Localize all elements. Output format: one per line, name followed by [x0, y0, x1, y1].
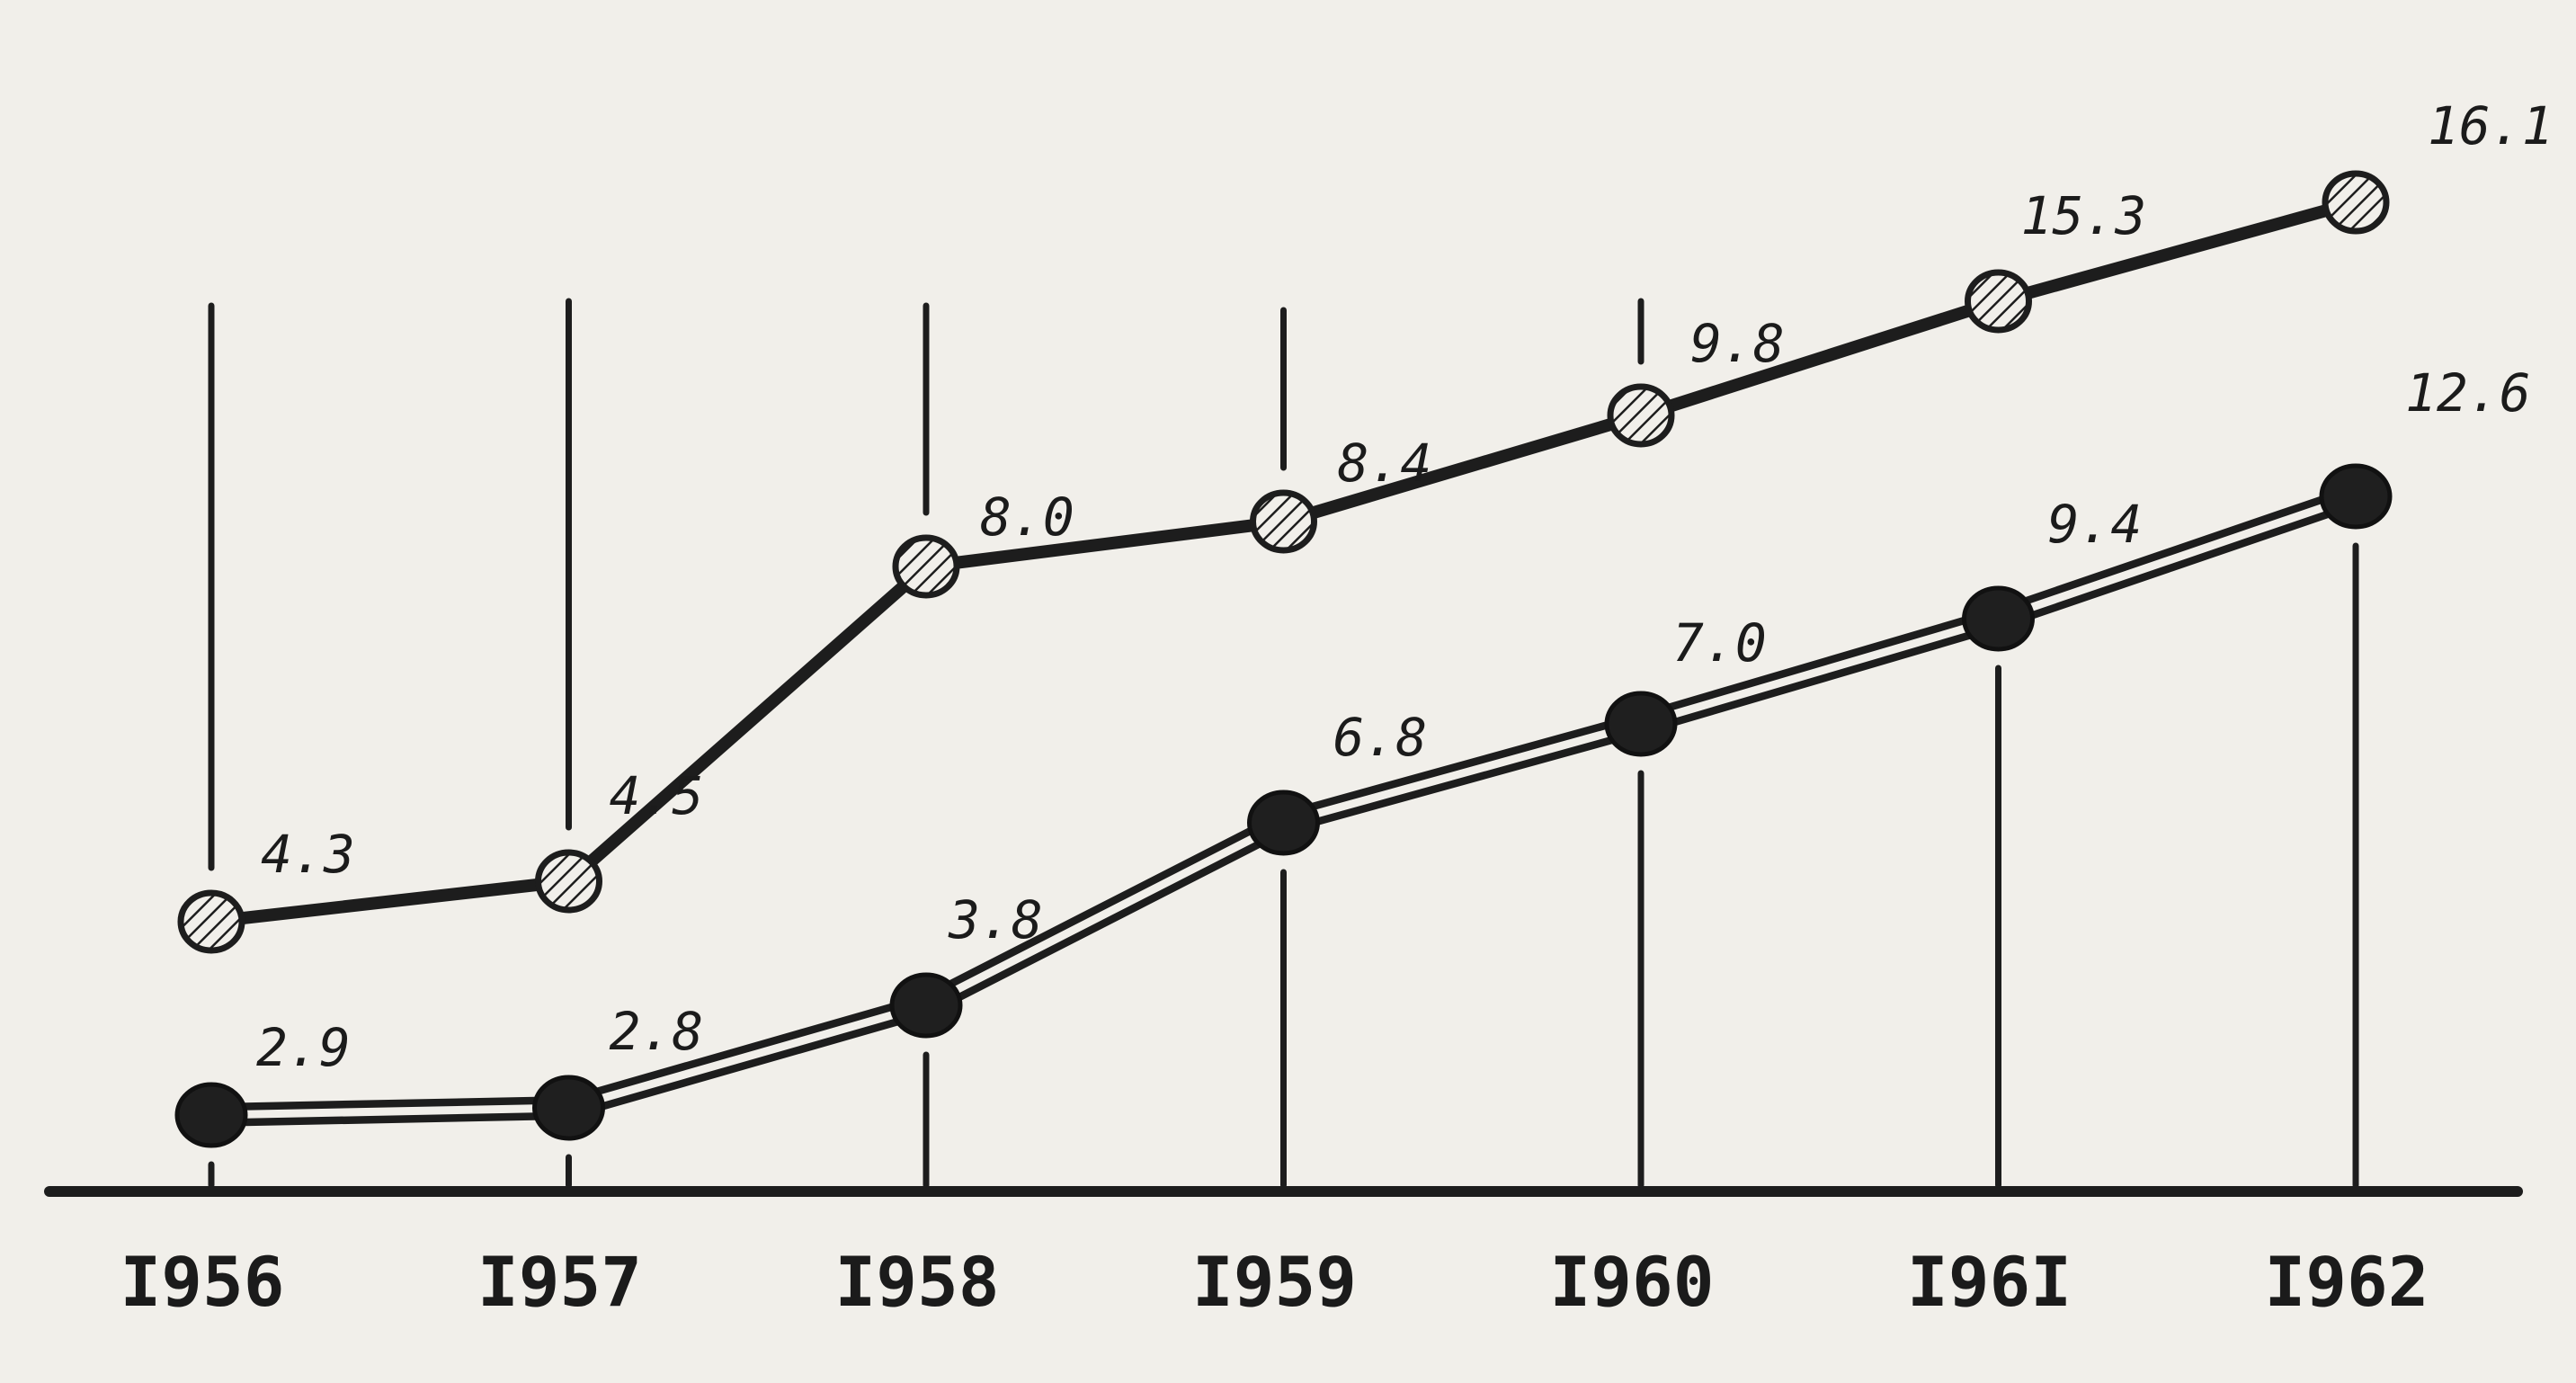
x-tick-label: I960: [1549, 1242, 1714, 1322]
solid-marker: [1604, 691, 1678, 757]
hatched-marker: [1250, 489, 1317, 554]
data-label: 4.5: [610, 765, 704, 826]
solid-marker: [889, 972, 963, 1039]
solid-marker: [1962, 585, 2035, 652]
solid-marker: [1247, 790, 1320, 856]
data-label: 15.3: [2021, 185, 2147, 246]
hatched-marker: [892, 534, 960, 599]
vertical-grid: [208, 298, 2359, 1189]
hatched-marker: [535, 849, 602, 914]
series-markers: [174, 170, 2393, 1148]
hatched-marker: [1607, 383, 1675, 448]
x-axis-tick-labels: I956 I957 I958 I959 I960 I96I I962: [120, 1242, 2429, 1322]
hatched-marker: [1965, 269, 2032, 334]
hatched-marker: [177, 889, 245, 954]
data-label: 12.6: [2405, 362, 2531, 424]
data-label: 4.3: [261, 824, 355, 885]
data-label: 9.8: [1690, 313, 1785, 374]
x-tick-label: I956: [120, 1242, 284, 1322]
x-tick-label: I96I: [1907, 1242, 2072, 1322]
data-label: 2.9: [256, 1017, 351, 1078]
x-tick-label: I962: [2264, 1242, 2429, 1322]
x-tick-label: I959: [1192, 1242, 1357, 1322]
solid-marker: [174, 1082, 248, 1148]
data-label: 6.8: [1333, 707, 1428, 768]
data-label: 2.8: [610, 1001, 704, 1062]
data-labels: 4.3 4.5 8.0 8.4 9.8 15.3 16.1 2.9 2.8 3.8 6.8 7.0 9.…: [256, 95, 2554, 1078]
x-tick-label: I957: [477, 1242, 642, 1322]
data-label: 7.0: [1672, 612, 1767, 674]
hatched-marker: [2322, 170, 2390, 235]
data-label: 9.4: [2048, 494, 2143, 555]
data-label: 3.8: [948, 889, 1043, 950]
data-label: 8.4: [1338, 433, 1432, 494]
solid-marker: [532, 1075, 605, 1141]
x-tick-label: I958: [834, 1242, 999, 1322]
data-label: 8.0: [980, 486, 1074, 548]
solid-marker: [2319, 463, 2393, 530]
data-label: 16.1: [2428, 95, 2554, 156]
